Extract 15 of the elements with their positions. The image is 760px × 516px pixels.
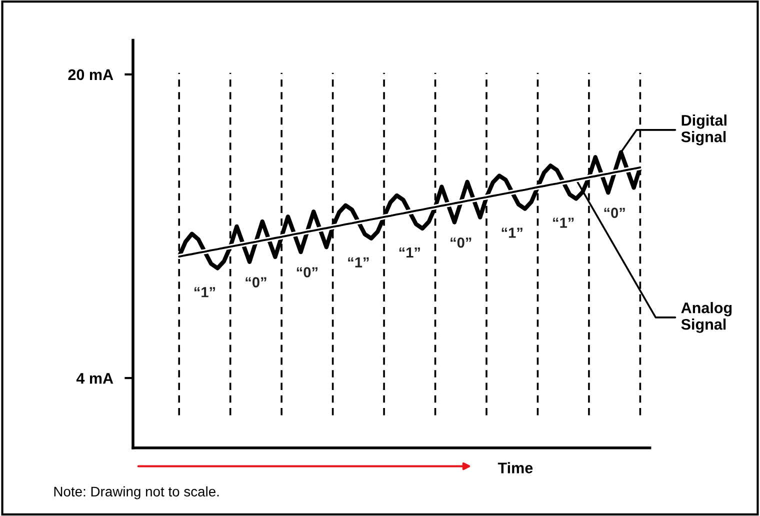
x-axis-title: Time: [498, 462, 533, 474]
text: Digital Signal: [681, 114, 726, 146]
annotation: “1”: [399, 247, 420, 258]
text: Analog Signal: [681, 302, 732, 333]
y-tick-label: 4 mA: [76, 373, 114, 384]
annotation: “0”: [296, 267, 318, 278]
annotation: “1”: [553, 218, 574, 228]
annotation: “0”: [246, 277, 266, 288]
text: Note: Drawing not to scale.: [54, 486, 219, 500]
annotation: “0”: [450, 237, 472, 248]
annotation: “1”: [194, 287, 215, 298]
annotation: “1”: [502, 228, 522, 238]
y-tick-label: 20 mA: [68, 69, 114, 80]
annotation: “0”: [604, 208, 625, 218]
annotation: “1”: [348, 257, 369, 268]
